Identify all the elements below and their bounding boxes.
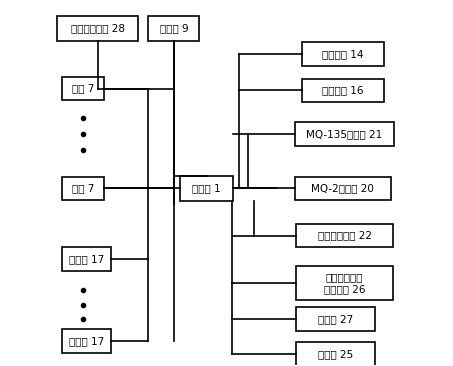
- FancyBboxPatch shape: [302, 79, 384, 102]
- Text: 电磁阀 17: 电磁阀 17: [69, 254, 104, 264]
- Text: 风扇 7: 风扇 7: [72, 183, 94, 194]
- FancyBboxPatch shape: [296, 266, 393, 300]
- FancyBboxPatch shape: [62, 329, 111, 353]
- Text: 流量计 27: 流量计 27: [318, 314, 353, 324]
- Text: MQ-2传感器 20: MQ-2传感器 20: [311, 183, 374, 194]
- Text: 金属网 9: 金属网 9: [159, 24, 188, 34]
- FancyBboxPatch shape: [57, 16, 139, 41]
- FancyBboxPatch shape: [294, 122, 395, 146]
- FancyBboxPatch shape: [295, 307, 376, 331]
- Text: 第一电机 14: 第一电机 14: [322, 49, 363, 59]
- Text: 控制器 1: 控制器 1: [192, 183, 221, 194]
- FancyBboxPatch shape: [302, 42, 384, 66]
- FancyBboxPatch shape: [62, 77, 104, 100]
- FancyBboxPatch shape: [295, 342, 376, 366]
- FancyBboxPatch shape: [62, 177, 104, 200]
- Text: 氰化氢传感器 22: 氰化氢传感器 22: [318, 231, 371, 241]
- FancyBboxPatch shape: [294, 177, 391, 200]
- Text: 频率可调超声
波发生器 26: 频率可调超声 波发生器 26: [324, 272, 365, 294]
- Text: 电磁阀 17: 电磁阀 17: [69, 336, 104, 346]
- FancyBboxPatch shape: [149, 16, 199, 41]
- FancyBboxPatch shape: [296, 224, 393, 247]
- Text: MQ-135传感器 21: MQ-135传感器 21: [306, 129, 383, 139]
- FancyBboxPatch shape: [62, 247, 111, 271]
- Text: 第二电机 16: 第二电机 16: [322, 85, 363, 96]
- Text: 超声波接收器 28: 超声波接收器 28: [71, 24, 125, 34]
- FancyBboxPatch shape: [180, 176, 233, 201]
- Text: 风扇 7: 风扇 7: [72, 83, 94, 94]
- Text: 存储器 25: 存储器 25: [318, 349, 353, 359]
